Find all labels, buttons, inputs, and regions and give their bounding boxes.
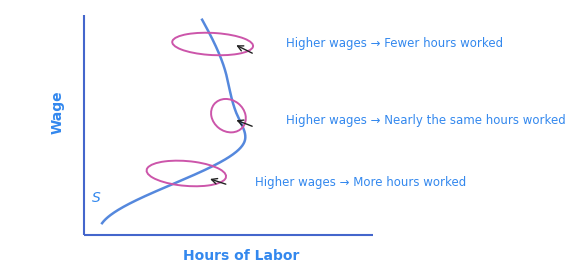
- Text: S: S: [92, 191, 100, 205]
- Text: Higher wages → Fewer hours worked: Higher wages → Fewer hours worked: [287, 38, 504, 51]
- Text: Higher wages → More hours worked: Higher wages → More hours worked: [255, 176, 466, 189]
- Text: Wage: Wage: [50, 90, 64, 134]
- Text: Hours of Labor: Hours of Labor: [184, 249, 300, 262]
- Text: Higher wages → Nearly the same hours worked: Higher wages → Nearly the same hours wor…: [287, 114, 566, 127]
